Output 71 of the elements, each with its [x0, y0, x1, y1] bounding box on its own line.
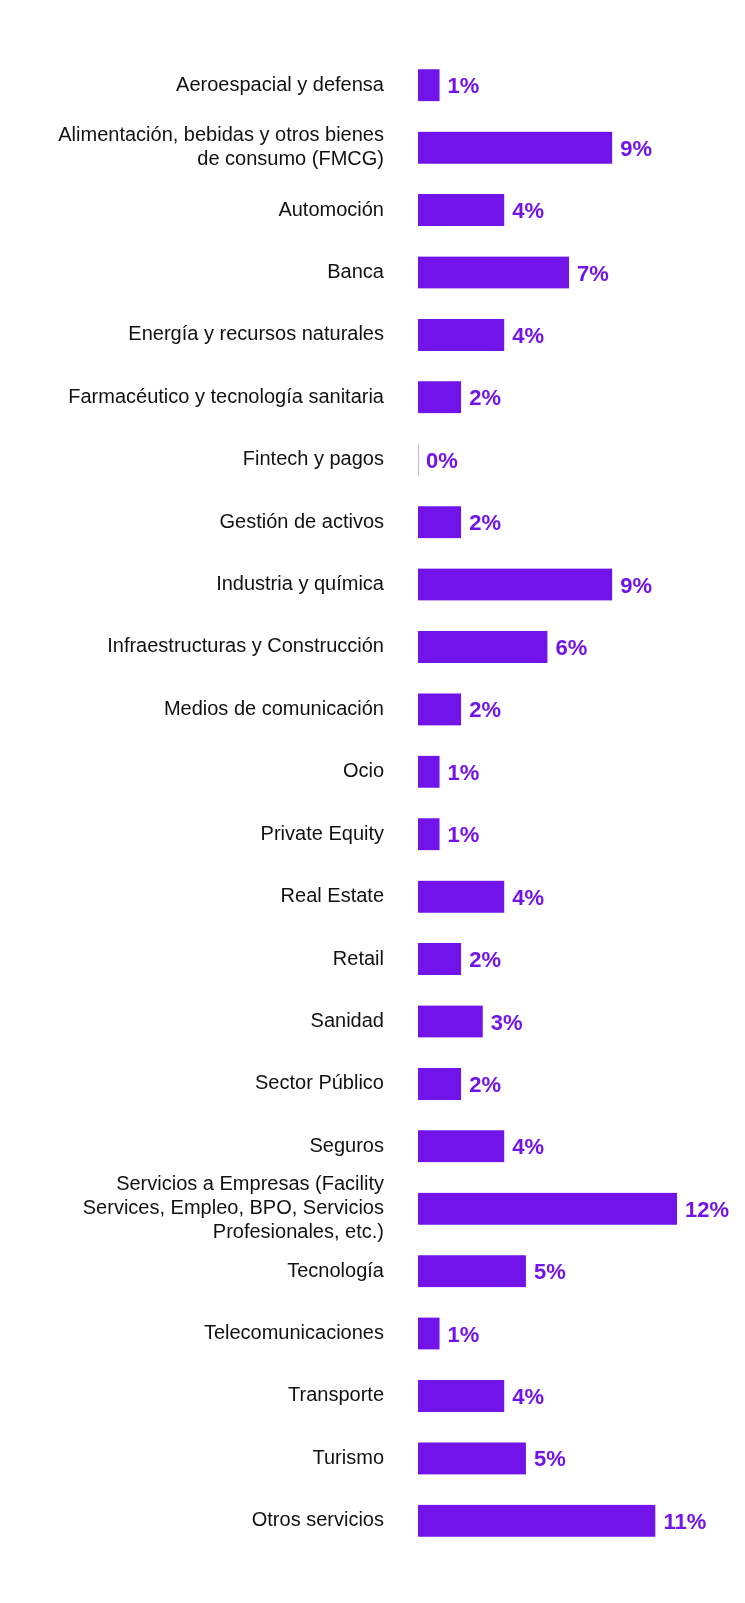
y-tick-label: Energía y recursos naturales: [128, 322, 384, 345]
bar: [418, 818, 440, 851]
y-tick-label: Sector Público: [255, 1071, 384, 1094]
y-tick-label: Tecnología: [287, 1258, 385, 1281]
bar: [418, 1504, 656, 1537]
bar: [418, 693, 462, 726]
bar: [418, 381, 462, 414]
data-label: 2%: [469, 947, 501, 973]
bar: [418, 630, 548, 663]
data-label: 3%: [490, 1009, 523, 1035]
data-label: 4%: [512, 884, 545, 910]
bar: [418, 880, 505, 913]
data-label: 4%: [512, 322, 545, 348]
data-label: 1%: [447, 759, 480, 785]
y-tick-label: Seguros: [309, 1133, 384, 1156]
data-label: 7%: [577, 260, 609, 286]
data-label: 4%: [512, 1134, 545, 1160]
data-label: 2%: [469, 1071, 501, 1097]
bar: [418, 131, 613, 164]
y-tick-label: Banca: [327, 259, 385, 282]
y-tick-label: Gestión de activos: [219, 509, 384, 532]
y-tick-label: Retail: [332, 946, 384, 969]
y-tick-label: Servicios a Empresas (Facility Services, Empleo, BPO, Servicios Profesionales, etc.): [82, 1172, 384, 1243]
bar: [418, 256, 570, 289]
y-tick-label: Automoción: [278, 197, 384, 220]
y-tick-label: Aeroespacial y defensa: [176, 72, 385, 95]
bar: [418, 506, 462, 539]
data-label: 6%: [555, 635, 588, 661]
y-tick-label: Ocio: [342, 759, 384, 782]
y-tick-label: Medios de comunicación: [163, 696, 384, 719]
bar: [418, 1005, 483, 1038]
data-label: 11%: [663, 1508, 707, 1534]
bar: [418, 568, 613, 601]
bar: [418, 194, 505, 227]
bar: [418, 1442, 526, 1475]
y-tick-label: Telecomunicaciones: [203, 1321, 384, 1344]
data-label: 12%: [685, 1196, 730, 1222]
y-tick-label: Sanidad: [310, 1008, 384, 1031]
data-label: 4%: [512, 198, 545, 224]
bar: [418, 1255, 526, 1288]
bar: [418, 1130, 505, 1163]
data-label: 9%: [620, 135, 653, 161]
data-label: 2%: [469, 697, 501, 723]
bar: [418, 318, 505, 351]
y-tick-label: Infraestructuras y Construcción: [107, 634, 384, 657]
data-label: 1%: [447, 822, 480, 848]
data-label: 1%: [447, 1321, 480, 1347]
y-tick-label: Real Estate: [280, 884, 384, 907]
data-label: 0%: [426, 447, 458, 473]
y-tick-label: Alimentación, bebidas y otros bienes de consumo (FMCG): [58, 123, 384, 170]
y-tick-label: Otros servicios: [251, 1508, 384, 1531]
bar: [418, 1317, 440, 1350]
data-label: 1%: [447, 73, 480, 99]
y-tick-label: Industria y química: [216, 572, 385, 595]
data-label: 5%: [533, 1259, 566, 1285]
bar: [418, 943, 462, 976]
y-tick-label: Private Equity: [260, 821, 384, 844]
y-tick-label: Turismo: [312, 1445, 384, 1468]
bar: [418, 69, 440, 102]
y-tick-label: Fintech y pagos: [242, 447, 384, 470]
data-label: 2%: [469, 385, 501, 411]
data-label: 5%: [533, 1446, 566, 1472]
data-label: 4%: [512, 1384, 545, 1410]
data-label: 2%: [469, 510, 501, 536]
bar: [418, 1192, 677, 1225]
y-tick-label: Transporte: [288, 1383, 384, 1406]
bar: [418, 755, 440, 788]
bar: [418, 1067, 462, 1100]
y-tick-label: Farmacéutico y tecnología sanitaria: [68, 384, 385, 407]
data-label: 9%: [620, 572, 653, 598]
bar: [418, 1379, 505, 1412]
